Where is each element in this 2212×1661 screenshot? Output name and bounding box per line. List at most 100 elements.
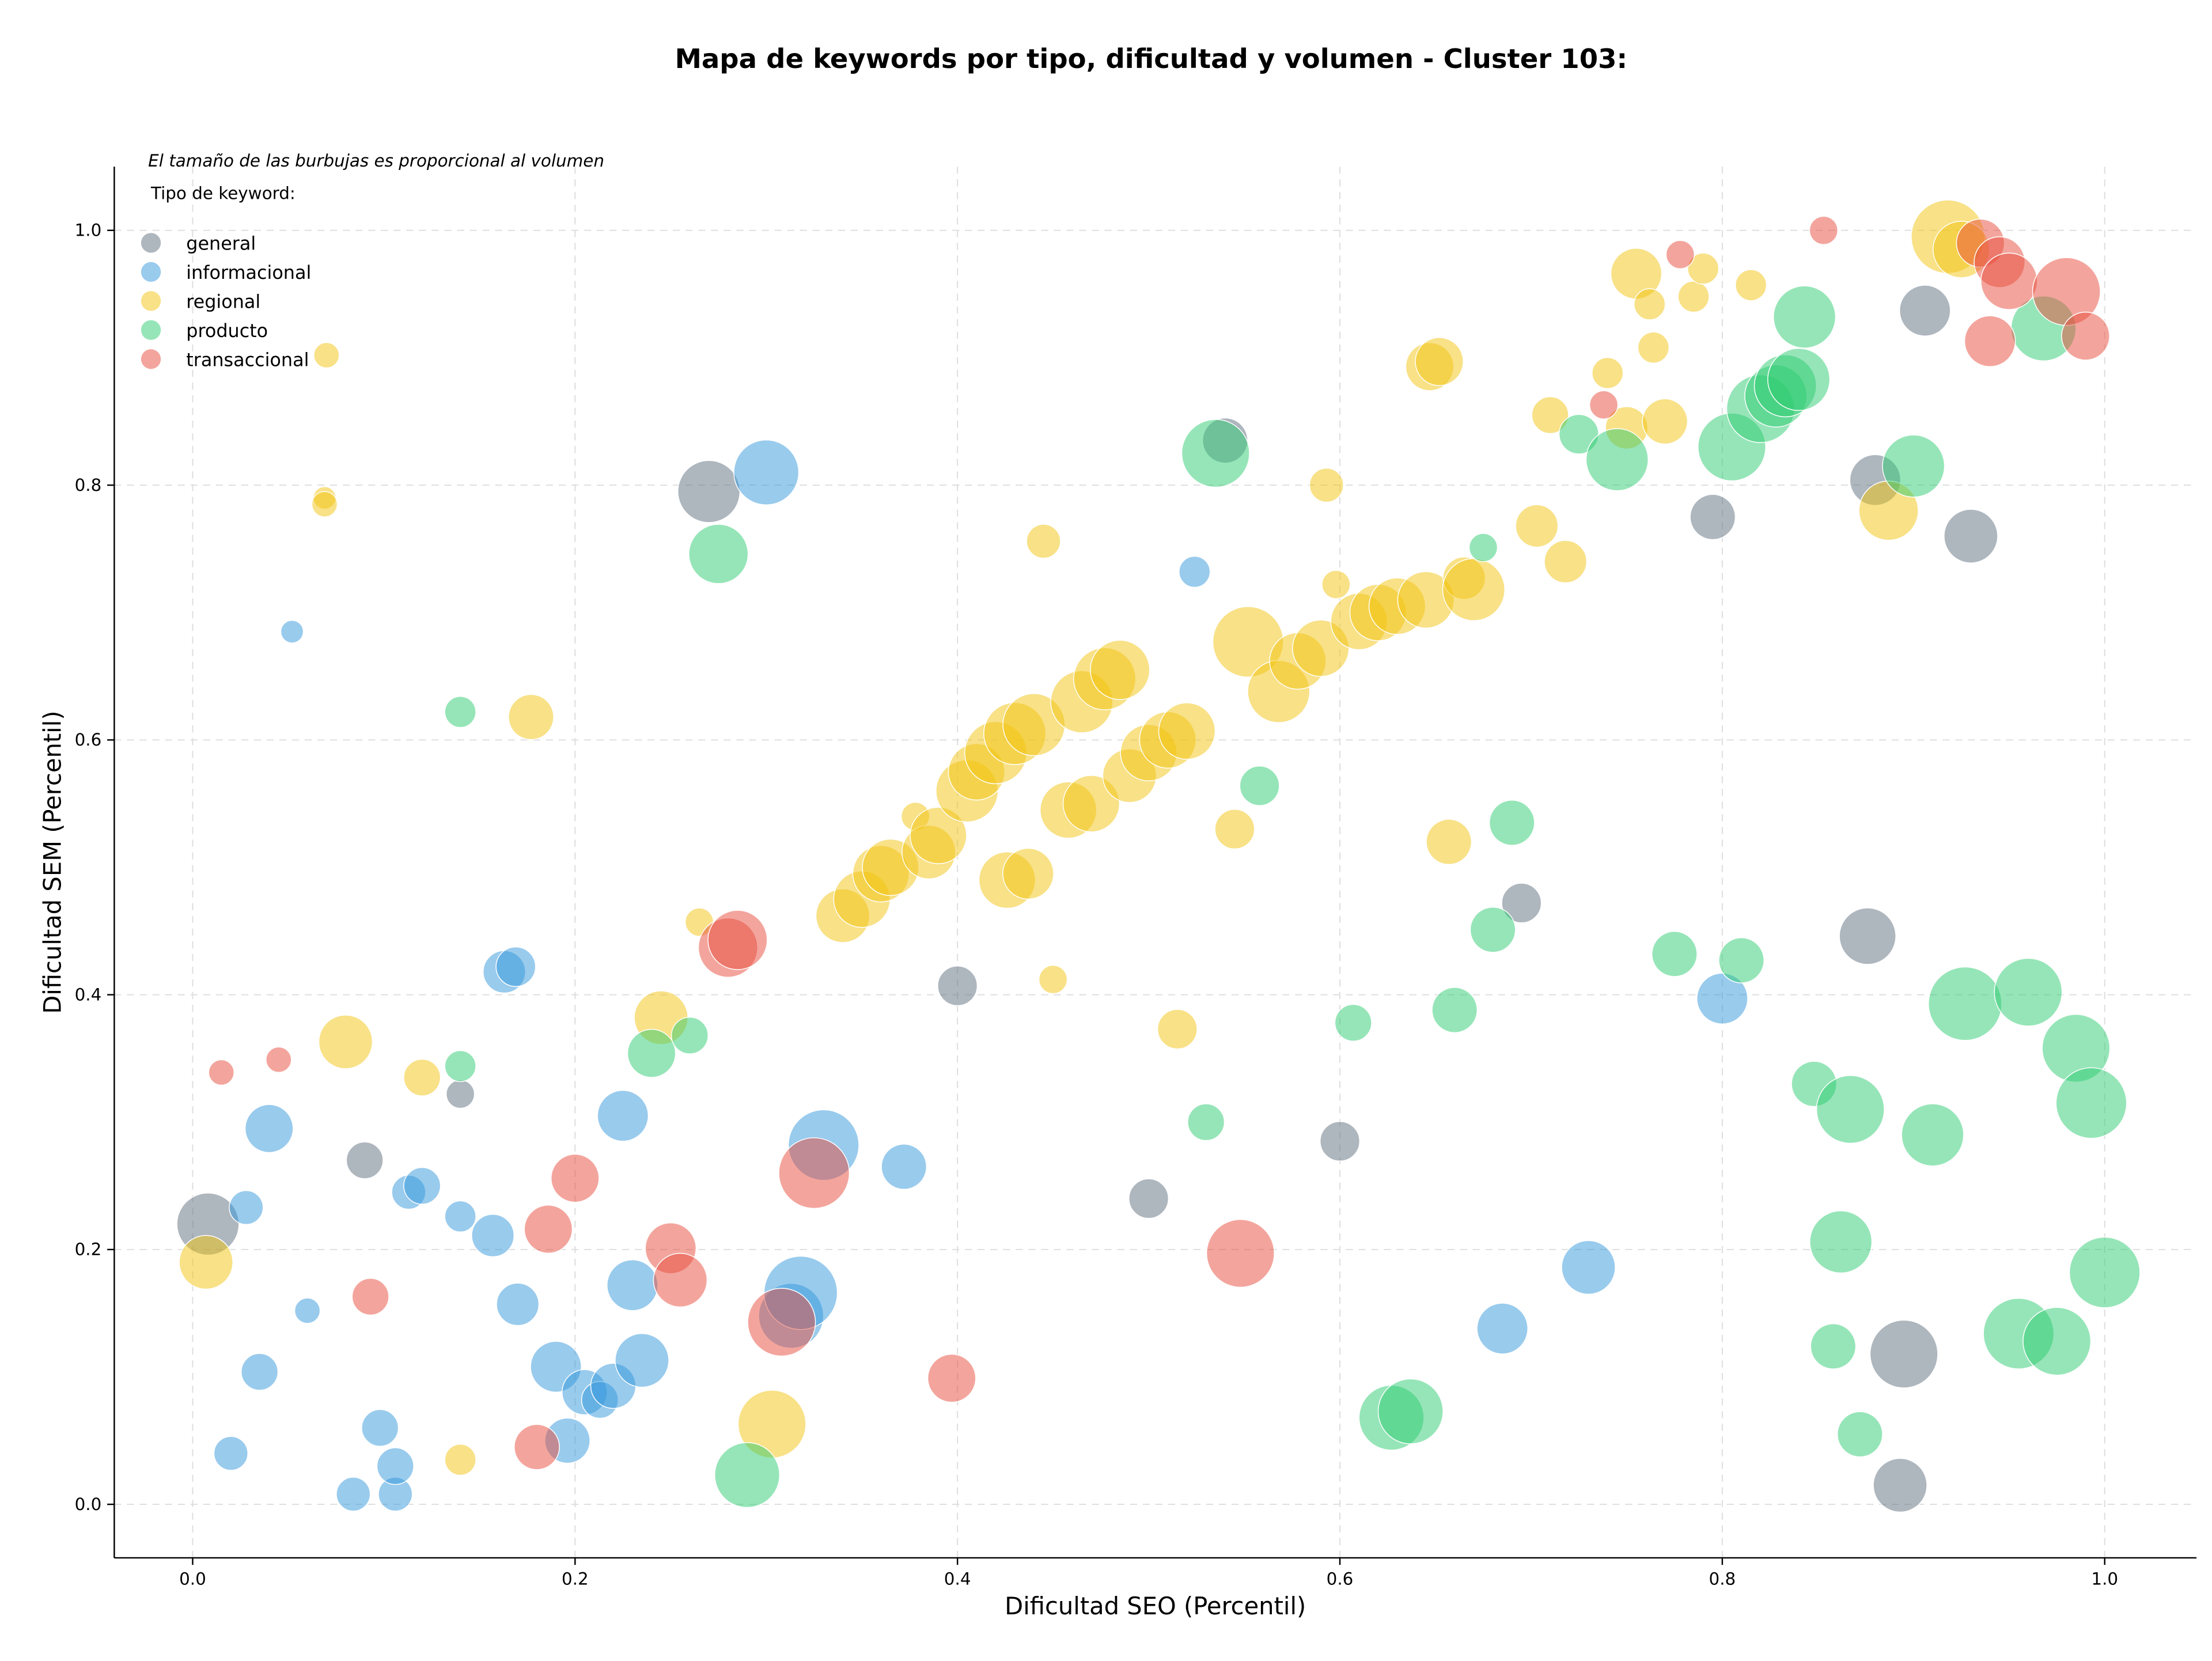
bubble	[1158, 702, 1216, 760]
bubble	[1090, 640, 1150, 700]
bubble	[1718, 937, 1764, 983]
bubble	[179, 1235, 233, 1290]
bubble	[244, 1104, 294, 1153]
bubble	[1321, 570, 1351, 599]
bubble	[318, 1015, 373, 1069]
legend-label: general	[186, 233, 256, 255]
bubble	[1531, 396, 1569, 434]
bubble	[266, 1046, 292, 1073]
bubble	[778, 1137, 850, 1209]
bubble	[688, 524, 749, 584]
legend-marker	[141, 349, 161, 369]
bubble	[1585, 428, 1649, 491]
legend-marker	[141, 320, 161, 340]
legend-marker	[141, 233, 161, 253]
bubble	[313, 342, 340, 369]
bubble	[937, 966, 978, 1007]
bubble	[208, 1059, 235, 1086]
bubble	[1642, 398, 1688, 445]
bubble	[1873, 1458, 1927, 1513]
y-tick-label: 0.0	[75, 1494, 102, 1514]
legend-label: producto	[186, 320, 268, 342]
bubble	[1592, 357, 1624, 389]
bubble	[336, 1477, 371, 1512]
bubble	[1558, 414, 1599, 455]
bubble	[495, 946, 536, 987]
bubble	[1839, 907, 1896, 965]
bubble	[1309, 467, 1344, 503]
bubble	[1690, 494, 1736, 540]
bubble	[1377, 1378, 1444, 1444]
bubble	[1469, 906, 1516, 953]
bubble	[1187, 1103, 1225, 1141]
bubble	[1002, 847, 1054, 900]
bubble	[671, 1016, 709, 1054]
bubble	[1809, 1210, 1873, 1274]
bubble	[1882, 434, 1945, 498]
bubble	[1157, 1009, 1198, 1050]
bubble	[444, 1444, 476, 1476]
bubble	[280, 620, 304, 644]
bubble	[2022, 1307, 2092, 1376]
bubble	[403, 1058, 441, 1096]
bubble	[444, 1050, 476, 1083]
bubble	[1836, 1411, 1883, 1458]
bubble	[1816, 1075, 1885, 1144]
bubble	[241, 1353, 279, 1391]
bubble	[351, 1278, 389, 1316]
bubble	[1334, 1004, 1372, 1042]
bubble	[444, 696, 476, 728]
bubble	[471, 1214, 515, 1257]
bubble	[733, 439, 800, 506]
bubble	[747, 1288, 816, 1357]
x-tick-label: 0.8	[1709, 1569, 1736, 1588]
bubble	[1677, 281, 1710, 313]
x-tick-label: 0.6	[1327, 1569, 1354, 1588]
y-tick-label: 0.4	[75, 985, 102, 1004]
bubble	[361, 1409, 399, 1447]
x-tick-label: 0.2	[562, 1569, 589, 1588]
bubble	[1128, 1178, 1169, 1219]
bubble	[1964, 315, 2016, 368]
bubble	[514, 1424, 560, 1470]
bubble	[403, 1167, 441, 1205]
axes: 0.0 0.2 0.4 0.6 0.8 1.0 0.0 0.2 0.4 0.6 0.8 1.0	[75, 167, 2197, 1588]
bubble	[1637, 331, 1670, 364]
bubble	[1214, 809, 1255, 850]
y-tick-label: 0.6	[75, 730, 102, 750]
bubble	[597, 1089, 649, 1142]
bubble	[1515, 504, 1559, 548]
bubble	[1665, 240, 1695, 270]
bubble	[1501, 883, 1542, 924]
x-tick-label: 0.0	[179, 1569, 206, 1588]
bubble	[1734, 269, 1767, 301]
bubble	[550, 1153, 600, 1203]
bubble	[294, 1297, 321, 1324]
bubble	[1901, 1103, 1964, 1167]
bubble	[444, 1200, 476, 1233]
bubble	[1994, 958, 2063, 1027]
legend-marker	[141, 291, 161, 311]
y-tick-label: 0.2	[75, 1240, 102, 1259]
bubble	[1772, 285, 1836, 349]
bubble	[707, 910, 768, 970]
x-tick-label: 0.4	[944, 1569, 971, 1588]
bubble	[615, 1333, 669, 1388]
bubble	[1026, 524, 1061, 559]
x-tick-label: 1.0	[2091, 1569, 2118, 1588]
bubble	[1181, 419, 1250, 488]
y-axis-label: Dificultad SEM (Percentil)	[38, 710, 66, 1013]
bubble	[1869, 1319, 1938, 1388]
chart-title: Mapa de keywords por tipo, dificultad y …	[675, 43, 1628, 74]
bubble	[1944, 509, 1998, 563]
bubble	[881, 1144, 927, 1190]
bubble	[1426, 819, 1472, 865]
bubble	[1431, 987, 1478, 1034]
legend-label: informacional	[186, 262, 311, 283]
legend: El tamaño de las burbujas es proporciona…	[141, 151, 604, 371]
bubble	[2061, 311, 2110, 361]
legend-title: Tipo de keyword:	[150, 184, 296, 203]
bubble	[1320, 1121, 1361, 1161]
bubble	[311, 491, 338, 518]
